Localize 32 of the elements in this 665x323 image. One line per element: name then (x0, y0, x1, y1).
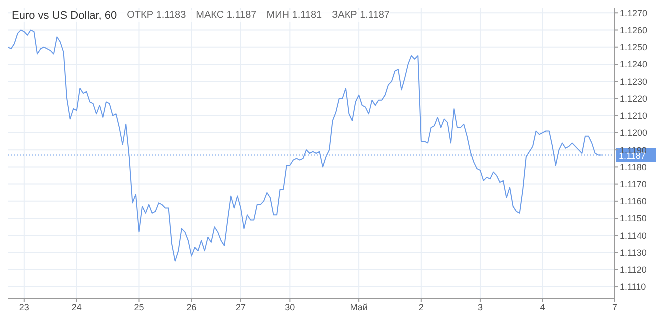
y-tick-label: 1.1220 (620, 94, 648, 104)
y-tick-label: 1.1260 (620, 25, 648, 36)
y-tick-label: 1.1170 (620, 180, 647, 190)
x-tick-label: Май (350, 302, 368, 312)
x-tick-label: 27 (236, 302, 246, 312)
x-tick-label: 30 (285, 302, 296, 312)
y-tick-label: 1.1240 (620, 60, 648, 70)
y-tick-label: 1.1180 (620, 162, 647, 172)
y-tick-label: 1.1270 (620, 8, 648, 18)
y-tick-label: 1.1160 (620, 196, 647, 207)
x-tick-label: 23 (19, 302, 30, 312)
x-tick-label: 3 (478, 302, 483, 312)
x-tick-label: 4 (540, 302, 546, 312)
y-tick-label: 1.1150 (620, 214, 647, 224)
x-tick-label: 26 (186, 302, 197, 312)
x-tick-label: 25 (134, 302, 144, 312)
y-tick-label: 1.1200 (620, 128, 648, 138)
annotation: МАКС 1.1187 (196, 10, 257, 22)
y-tick-label: 1.1110 (620, 282, 646, 292)
y-tick-label: 1.1210 (620, 111, 648, 122)
chart-title: Euro vs US Dollar, 60 (12, 10, 118, 22)
y-tick-label: 1.1130 (620, 248, 647, 258)
x-tick-label: 7 (612, 302, 618, 312)
x-tick-label: 24 (72, 302, 82, 312)
annotation: ЗАКР 1.1187 (332, 10, 390, 22)
annotation: МИН 1.1181 (266, 10, 322, 22)
x-tick-label: 2 (418, 302, 424, 312)
annotation: ОТКР 1.1183 (127, 10, 186, 22)
y-tick-label: 1.1120 (620, 265, 647, 276)
y-tick-label: 1.1250 (620, 42, 648, 53)
y-tick-label: 1.1230 (620, 76, 648, 87)
y-tick-label: 1.1140 (620, 230, 647, 241)
